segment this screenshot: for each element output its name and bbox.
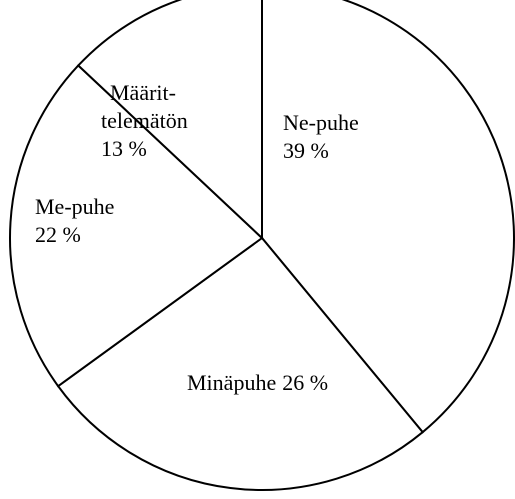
category-label: Ne-puhe: [283, 110, 359, 135]
slice-label: Minäpuhe 26 %: [187, 370, 328, 395]
pie-slice: [56, 236, 425, 491]
value-label: 26 %: [282, 370, 328, 395]
value-label: 13 %: [101, 136, 147, 161]
category-label: Me-puhe: [35, 194, 114, 219]
pie-slice: [261, 0, 515, 434]
value-label: 39 %: [283, 138, 329, 163]
value-label: 22 %: [35, 222, 81, 247]
category-label: Minäpuhe: [187, 370, 276, 395]
category-label: Määrit-: [110, 80, 176, 105]
pie-slice: [76, 0, 263, 241]
pie-slice: [9, 64, 264, 388]
category-label: telemätön: [101, 108, 188, 133]
